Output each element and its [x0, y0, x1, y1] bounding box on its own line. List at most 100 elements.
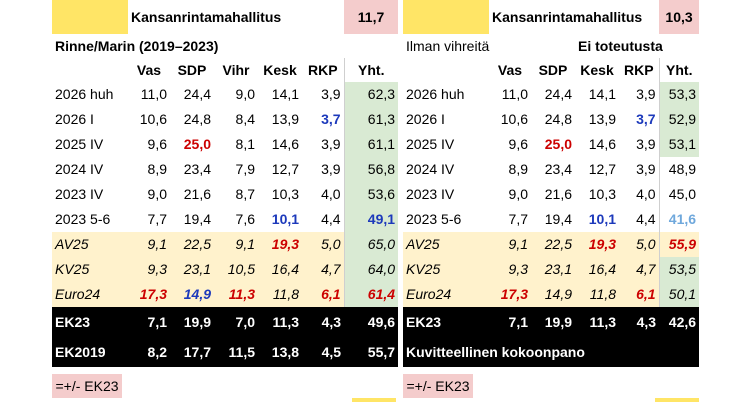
row-label: 2024 IV	[406, 161, 455, 177]
cell: 12,7	[588, 161, 616, 177]
table-row: 2024 IV 8,9 23,4 7,9 12,7 3,9 56,8	[52, 157, 399, 182]
cell: 11,3	[214, 282, 258, 307]
right-panel: Kansanrintamahallitus 10,3 Ilman vihreit…	[403, 0, 700, 398]
total-cell: 53,6	[343, 182, 399, 207]
right-top-row: Kansanrintamahallitus 10,3	[403, 0, 700, 34]
row-label: 2024 IV	[55, 161, 104, 177]
row-label: 2026 I	[55, 111, 94, 127]
row-label: EK2019	[52, 337, 128, 367]
cell: 11,3	[575, 307, 619, 337]
total-cell: 42,6	[659, 307, 700, 337]
cell: 14,1	[271, 86, 300, 102]
table-row: Euro24 17,3 14,9 11,3 11,8 6,1 61,4	[52, 282, 399, 307]
cell: 5,0	[619, 232, 660, 257]
cell: 4,7	[302, 257, 345, 282]
row-label: Euro24	[403, 282, 489, 307]
cell: 9,3	[128, 257, 170, 282]
cell: 13,9	[588, 111, 616, 127]
total-cell: 53,5	[658, 257, 700, 282]
row-label: 2023 5-6	[406, 211, 462, 227]
row-label: 2026 huh	[55, 86, 114, 102]
yellow-marker	[352, 398, 396, 402]
table-row: 2023 5-6 7,7 19,4 10,1 4,4 41,6	[403, 207, 700, 232]
cell: 7,0	[214, 307, 258, 337]
table-row: 2026 huh 11,0 24,4 14,1 3,9 53,3	[403, 82, 700, 107]
cell: 3,9	[321, 161, 341, 177]
cell: 3,9	[321, 136, 341, 152]
cell: 23,1	[531, 257, 575, 282]
cell: 7,1	[489, 307, 531, 337]
cell: 4,0	[321, 186, 341, 202]
cell: 23,1	[170, 257, 214, 282]
total-cell: 45,0	[658, 182, 700, 207]
cell: 17,3	[489, 282, 531, 307]
cell: 14,9	[170, 282, 214, 307]
cell: 9,1	[128, 232, 170, 257]
table-row: 2025 IV 9,6 25,0 14,6 3,9 53,1	[403, 132, 700, 157]
row-label: EK23	[52, 307, 128, 337]
left-top-title: Kansanrintamahallitus	[131, 9, 282, 25]
cell: 21,6	[183, 186, 211, 202]
cell: 7,9	[235, 161, 255, 177]
cell: 9,0	[147, 186, 167, 202]
cell: 9,1	[489, 232, 531, 257]
right-subtitle-left: Ilman vihreitä	[406, 38, 490, 54]
cell: 19,4	[183, 211, 211, 227]
cell: 9,3	[489, 257, 531, 282]
cell: 8,2	[128, 337, 170, 367]
table-row: 2026 I 10,6 24,8 8,4 13,9 3,7 61,3	[52, 107, 399, 132]
cell: 9,6	[147, 136, 167, 152]
cell: 21,6	[544, 186, 572, 202]
cell: 24,4	[183, 86, 211, 102]
cell: 19,3	[258, 232, 303, 257]
cell: 14,1	[588, 86, 616, 102]
cell: 22,5	[531, 232, 575, 257]
cell: 9,1	[214, 232, 258, 257]
cell: 25,0	[183, 136, 211, 152]
total-cell: 65,0	[343, 232, 399, 257]
table-row: 2023 5-6 7,7 19,4 7,6 10,1 4,4 49,1	[52, 207, 399, 232]
row-label: KV25	[52, 257, 128, 282]
total-cell: 61,3	[343, 107, 399, 132]
right-footer-note: =+/- EK23	[403, 374, 473, 398]
col-header: Yht.	[658, 58, 700, 82]
cell: 25,0	[544, 136, 572, 152]
table-row: EK2019 8,2 17,7 11,5 13,8 4,5 55,7	[52, 337, 399, 367]
right-header-row: Vas SDP Kesk RKP Yht.	[403, 58, 700, 82]
cell: 16,4	[258, 257, 303, 282]
cell: 19,9	[170, 307, 214, 337]
col-header: Kesk	[580, 62, 614, 78]
total-cell: 64,0	[343, 257, 399, 282]
cell: 11,0	[140, 86, 167, 102]
cell: 7,1	[128, 307, 170, 337]
row-label: Euro24	[52, 282, 128, 307]
row-label: Kuvitteellinen kokoonpano	[403, 337, 700, 367]
cell: 7,7	[508, 211, 528, 227]
cell: 24,4	[544, 86, 572, 102]
cell: 6,1	[302, 282, 345, 307]
table-row: KV25 9,3 23,1 16,4 4,7 53,5	[403, 257, 700, 282]
left-subtitle: Rinne/Marin (2019–2023)	[55, 38, 219, 54]
total-cell: 41,6	[658, 207, 700, 232]
table-row: AV25 9,1 22,5 9,1 19,3 5,0 65,0	[52, 232, 399, 257]
col-header: Yht.	[343, 58, 399, 82]
left-top-value: 11,7	[344, 0, 399, 34]
cell: 4,0	[636, 186, 656, 202]
cell: 3,9	[636, 161, 656, 177]
cell: 11,5	[214, 337, 258, 367]
cell: 4,7	[619, 257, 660, 282]
total-cell: 55,7	[344, 337, 399, 367]
total-cell: 61,4	[343, 282, 399, 307]
cell: 23,4	[183, 161, 211, 177]
cell: 8,4	[235, 111, 255, 127]
total-cell: 53,1	[658, 132, 700, 157]
cell: 11,8	[258, 282, 303, 307]
total-cell: 53,3	[658, 82, 700, 107]
cell: 13,8	[258, 337, 303, 367]
col-header: SDP	[177, 62, 207, 78]
total-cell: 52,9	[658, 107, 700, 132]
left-table: Kansanrintamahallitus 11,7 Rinne/Marin (…	[52, 0, 399, 367]
cell: 11,0	[501, 86, 528, 102]
table-row: AV25 9,1 22,5 19,3 5,0 55,9	[403, 232, 700, 257]
total-cell: 55,9	[658, 232, 700, 257]
